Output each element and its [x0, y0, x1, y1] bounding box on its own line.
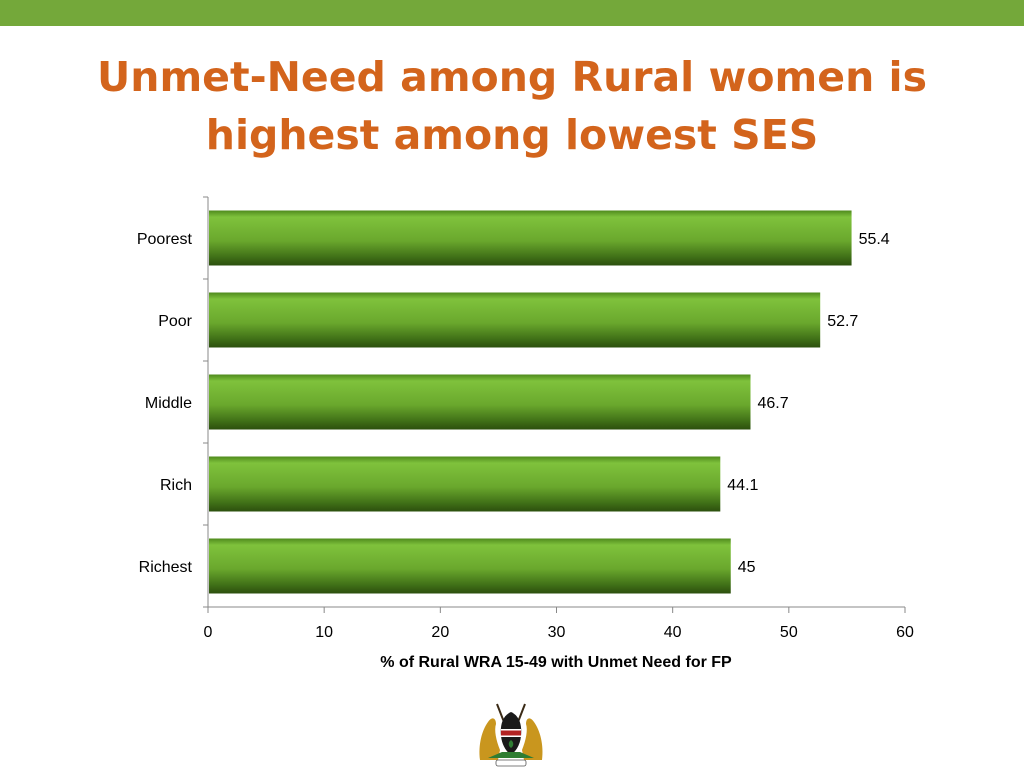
x-axis-title: % of Rural WRA 15-49 with Unmet Need for… [380, 654, 732, 671]
data-label: 44.1 [727, 477, 758, 494]
bar [209, 456, 721, 512]
x-tick-label: 10 [315, 624, 333, 641]
x-tick-label: 0 [204, 624, 213, 641]
x-tick-label: 30 [548, 624, 566, 641]
coat-of-arms-emblem [479, 703, 543, 767]
category-label: Middle [145, 395, 192, 412]
x-tick-label: 60 [896, 624, 914, 641]
slide-title: Unmet-Need among Rural women is highest … [60, 48, 964, 164]
x-tick-label: 40 [664, 624, 682, 641]
data-label: 45 [738, 559, 756, 576]
bar-chart: 0 10 20 30 40 50 60 Poorest 55.4 Poor 52.7 Middle 46… [137, 196, 914, 671]
bar [209, 538, 731, 594]
x-tick-label: 20 [431, 624, 449, 641]
slide-title-line-1: Unmet-Need among Rural women is [96, 53, 927, 101]
x-tick-label: 50 [780, 624, 798, 641]
category-label: Poor [158, 313, 192, 330]
data-label: 55.4 [859, 231, 890, 248]
category-label: Richest [139, 559, 193, 576]
bar [209, 210, 852, 266]
bar [209, 292, 821, 348]
bar [209, 374, 751, 430]
data-label: 52.7 [827, 313, 858, 330]
category-label: Poorest [137, 231, 193, 248]
data-label: 46.7 [757, 395, 788, 412]
top-accent-band [0, 0, 1024, 26]
category-label: Rich [160, 477, 192, 494]
slide-title-line-2: highest among lowest SES [205, 111, 819, 159]
